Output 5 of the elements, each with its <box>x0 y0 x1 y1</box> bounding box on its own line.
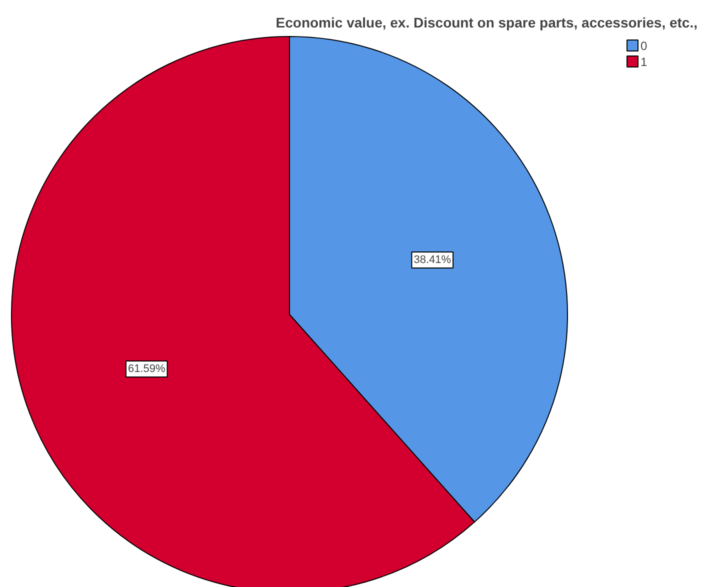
data-label: 38.41% <box>414 254 452 266</box>
legend-label: 0 <box>640 39 648 53</box>
data-label: 61.59% <box>128 362 166 375</box>
legend-label: 1 <box>640 55 648 69</box>
chart-title: Economic value, ex. Discount on spare parts, accessories, etc., <box>276 14 698 30</box>
